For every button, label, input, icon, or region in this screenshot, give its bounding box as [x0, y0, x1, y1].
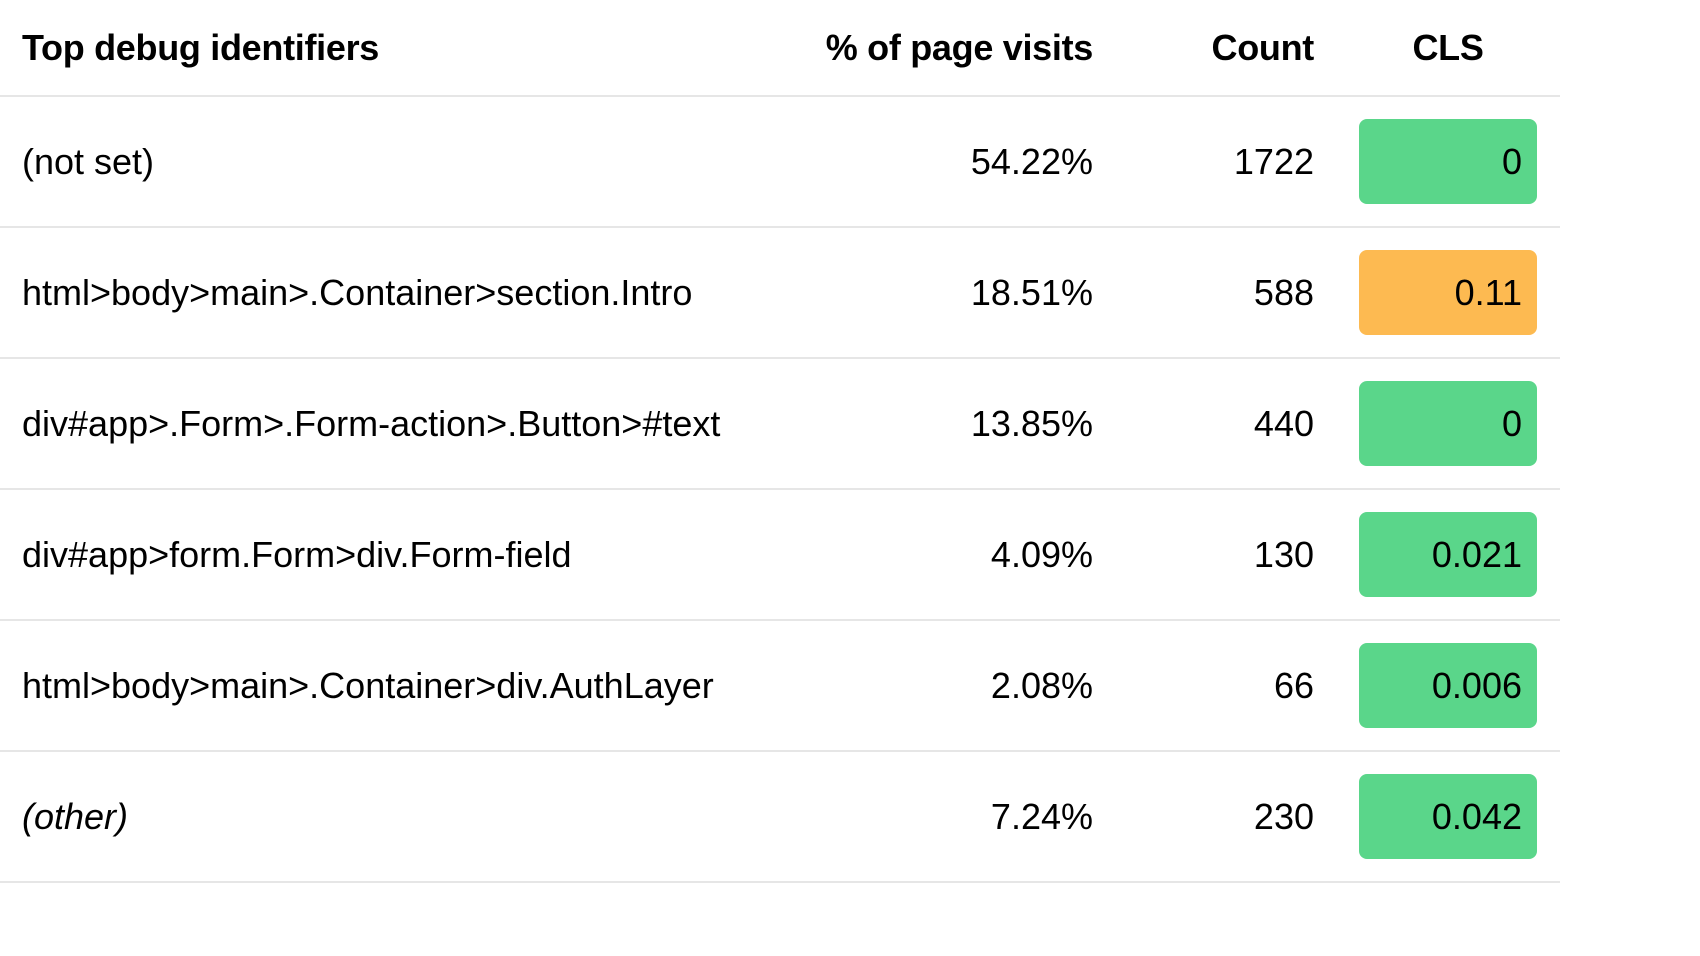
cls-cell: 0.006 [1359, 621, 1537, 750]
table-row: html>body>main>.Container>div.AuthLayer … [0, 621, 1560, 752]
cls-cell: 0 [1359, 359, 1537, 488]
table-row: (other) 7.24% 230 0.042 [0, 752, 1560, 883]
table-header-row: Top debug identifiers % of page visits C… [0, 0, 1560, 97]
column-header-identifier[interactable]: Top debug identifiers [22, 26, 380, 68]
identifier-cell: div#app>form.Form>div.Form-field [22, 533, 572, 575]
cls-badge: 0.042 [1359, 774, 1537, 859]
cls-badge: 0.11 [1359, 250, 1537, 335]
count-cell: 230 [1253, 795, 1314, 837]
column-header-count[interactable]: Count [1211, 26, 1315, 68]
cls-cell: 0 [1359, 97, 1537, 226]
cls-cell: 0.021 [1359, 490, 1537, 619]
cls-cell: 0.11 [1359, 228, 1537, 357]
table-row: html>body>main>.Container>section.Intro … [0, 228, 1560, 359]
count-cell: 130 [1253, 533, 1314, 575]
cls-badge: 0.021 [1359, 512, 1537, 597]
count-cell: 440 [1253, 402, 1314, 444]
count-cell: 588 [1253, 271, 1314, 313]
identifier-cell: html>body>main>.Container>section.Intro [22, 271, 693, 313]
cls-badge: 0 [1359, 119, 1537, 204]
column-header-percent[interactable]: % of page visits [825, 26, 1094, 68]
cls-badge: 0 [1359, 381, 1537, 466]
table-row: div#app>.Form>.Form-action>.Button>#text… [0, 359, 1560, 490]
identifier-cell: (not set) [22, 140, 155, 182]
count-cell: 66 [1273, 664, 1314, 706]
percent-cell: 2.08% [990, 664, 1093, 706]
percent-cell: 54.22% [970, 140, 1093, 182]
table-row: div#app>form.Form>div.Form-field 4.09% 1… [0, 490, 1560, 621]
identifier-cell: div#app>.Form>.Form-action>.Button>#text [22, 402, 721, 444]
percent-cell: 13.85% [970, 402, 1093, 444]
percent-cell: 4.09% [990, 533, 1093, 575]
percent-cell: 18.51% [970, 271, 1093, 313]
identifier-cell: html>body>main>.Container>div.AuthLayer [22, 664, 714, 706]
cls-badge: 0.006 [1359, 643, 1537, 728]
cls-cell: 0.042 [1359, 752, 1537, 881]
table-row: (not set) 54.22% 1722 0 [0, 97, 1560, 228]
column-header-cls[interactable]: CLS [1412, 26, 1484, 68]
percent-cell: 7.24% [990, 795, 1093, 837]
debug-identifiers-table: Top debug identifiers % of page visits C… [0, 0, 1560, 883]
count-cell: 1722 [1233, 140, 1314, 182]
identifier-cell: (other) [22, 795, 129, 837]
